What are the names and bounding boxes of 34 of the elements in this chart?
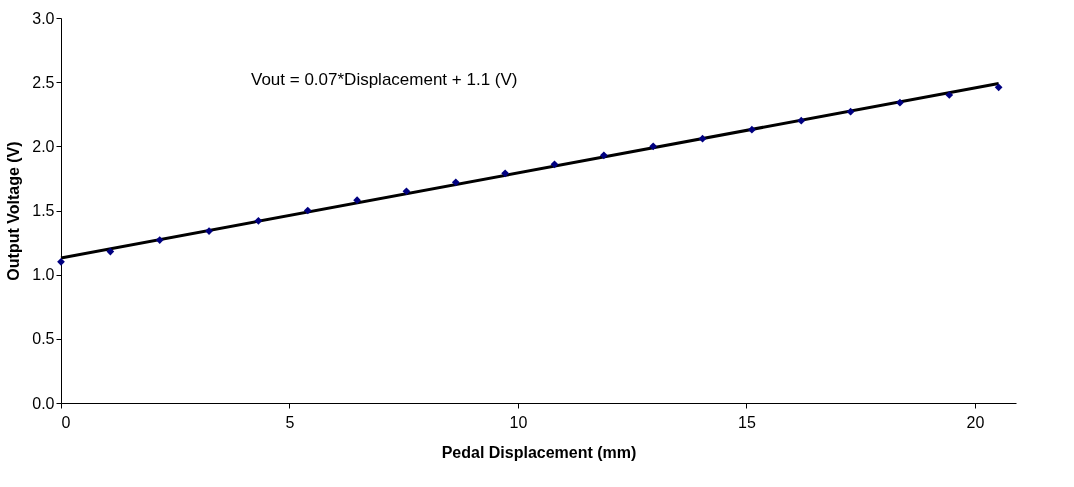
point bbox=[303, 206, 312, 215]
point bbox=[106, 247, 115, 256]
point bbox=[57, 257, 65, 266]
point bbox=[649, 142, 658, 151]
point bbox=[155, 236, 164, 244]
y-tick-label: 2.0 bbox=[32, 137, 55, 155]
x-tick-label: 0 bbox=[61, 413, 71, 431]
y-tick-label: 0.5 bbox=[32, 330, 55, 348]
point bbox=[896, 98, 904, 107]
point bbox=[254, 216, 263, 225]
point bbox=[846, 107, 855, 116]
point bbox=[402, 187, 411, 196]
y-tick-label: 3.0 bbox=[32, 9, 55, 27]
x-axis-title: Pedal Displacement (mm) bbox=[441, 443, 637, 461]
x-tick-label: 15 bbox=[738, 413, 756, 431]
point bbox=[698, 134, 707, 143]
y-tick-label: 1.0 bbox=[32, 266, 55, 284]
x-tick-label: 5 bbox=[285, 413, 295, 431]
point bbox=[501, 169, 510, 178]
annotation: Vout = 0.07*Displacement + 1.1 (V) bbox=[251, 70, 518, 89]
y-tick-label: 1.5 bbox=[32, 202, 55, 219]
point bbox=[945, 91, 954, 99]
x-tick-label: 20 bbox=[966, 413, 985, 431]
point bbox=[451, 178, 460, 187]
point bbox=[994, 83, 1003, 92]
x-tick-label: 10 bbox=[509, 413, 528, 431]
y-axis-title: Output Voltage (V) bbox=[5, 141, 23, 281]
y-tick-label: 0.0 bbox=[32, 394, 55, 412]
point bbox=[550, 160, 559, 169]
point bbox=[748, 125, 756, 134]
point bbox=[797, 116, 806, 125]
y-tick-label: 2.5 bbox=[32, 73, 55, 91]
point bbox=[353, 196, 361, 205]
point bbox=[599, 151, 608, 160]
